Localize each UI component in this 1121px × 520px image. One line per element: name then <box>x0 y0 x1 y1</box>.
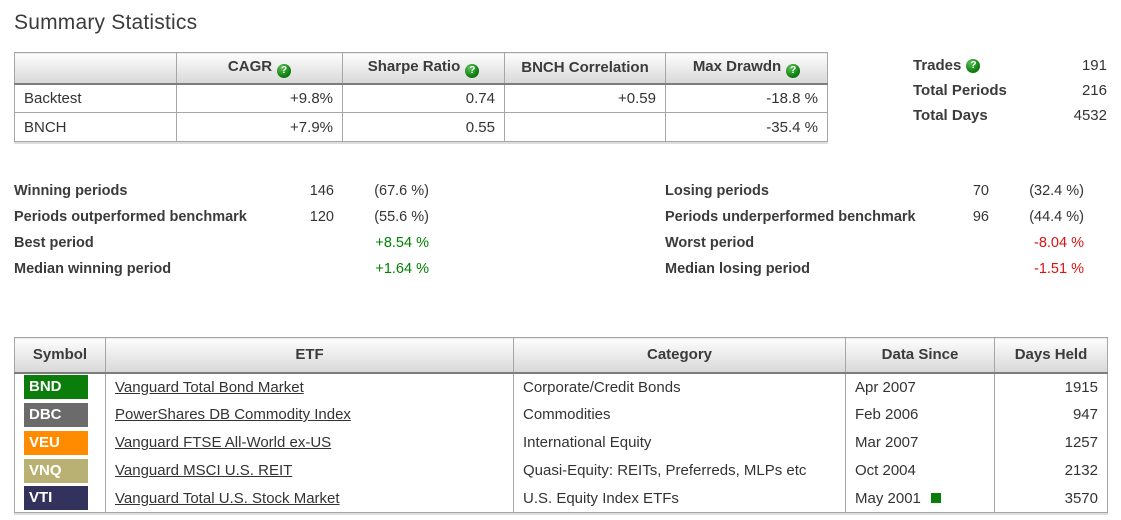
bnch-max-drawdown: -35.4 % <box>665 112 828 142</box>
etf-row-vti: VTI Vanguard Total U.S. Stock Market U.S… <box>14 484 1108 513</box>
etf-data-since: Feb 2006 <box>845 400 995 429</box>
backtest-max-drawdown: -18.8 % <box>665 83 828 113</box>
bnch-bnch-correlation <box>504 112 666 142</box>
backtest-cagr: +9.8% <box>176 83 343 113</box>
etf-link[interactable]: Vanguard Total U.S. Stock Market <box>115 489 340 507</box>
help-icon[interactable]: ? <box>277 63 292 78</box>
etf-link[interactable]: Vanguard Total Bond Market <box>115 378 304 396</box>
symbol-badge: DBC <box>24 402 88 427</box>
etf-link[interactable]: Vanguard FTSE All-World ex-US <box>115 434 332 451</box>
performance-header-cagr: CAGR? <box>176 52 343 85</box>
performance-header-sharpe: Sharpe Ratio? <box>342 52 505 85</box>
etf-header-days-held: Days Held <box>994 337 1108 374</box>
stat-row-periods-outperformed: Periods outperformed benchmark 120 (55.6… <box>14 209 429 225</box>
period-stats-right: Losing periods 70 (32.4 %) Periods under… <box>665 178 1085 282</box>
total-days-value: 4532 <box>1073 107 1107 124</box>
symbol-badge: BND <box>24 375 88 399</box>
etf-category: Commodities <box>513 400 846 429</box>
etf-category: Corporate/Credit Bonds <box>513 372 846 401</box>
etf-header-data-since: Data Since <box>845 337 995 374</box>
total-periods-value: 216 <box>1081 82 1107 99</box>
performance-header-blank <box>14 52 177 85</box>
help-icon[interactable]: ? <box>966 58 981 73</box>
etf-link[interactable]: PowerShares DB Commodity Index <box>115 406 351 423</box>
etf-category: Quasi-Equity: REITs, Preferreds, MLPs et… <box>513 456 846 485</box>
stat-row-losing-periods: Losing periods 70 (32.4 %) <box>665 183 1084 199</box>
row-label: Backtest <box>14 83 177 113</box>
stat-row-median-losing-period: Median losing period -1.51 % <box>665 261 1084 277</box>
totals-row-total-periods: Total Periods 216 <box>913 78 1107 103</box>
table-row-bnch: BNCH +7.9% 0.55 -35.4 % <box>14 112 828 142</box>
backtest-sharpe: 0.74 <box>342 83 505 113</box>
etf-days-held: 1915 <box>994 372 1108 401</box>
stat-row-worst-period: Worst period -8.04 % <box>665 235 1084 251</box>
etf-category: U.S. Equity Index ETFs <box>513 484 846 513</box>
stat-row-winning-periods: Winning periods 146 (67.6 %) <box>14 183 429 199</box>
help-icon[interactable]: ? <box>465 63 480 78</box>
help-icon[interactable]: ? <box>786 63 801 78</box>
symbol-badge: VNQ <box>24 458 88 483</box>
totals-row-trades: Trades? 191 <box>913 53 1107 78</box>
etf-row-dbc: DBC PowerShares DB Commodity Index Commo… <box>14 400 1108 429</box>
trades-label: Trades? <box>913 57 981 74</box>
stat-row-median-winning-period: Median winning period +1.64 % <box>14 261 429 277</box>
top-section: CAGR? Sharpe Ratio? BNCH Correlation Max… <box>14 52 1107 142</box>
page-title: Summary Statistics <box>14 11 198 34</box>
performance-header-max-drawdown: Max Drawdn? <box>665 52 828 85</box>
trades-value: 191 <box>1081 57 1107 74</box>
etf-data-since: Mar 2007 <box>845 428 995 457</box>
bnch-sharpe: 0.55 <box>342 112 505 142</box>
stat-row-best-period: Best period +8.54 % <box>14 235 429 251</box>
etf-row-veu: VEU Vanguard FTSE All-World ex-US Intern… <box>14 428 1108 457</box>
etf-data-since: Oct 2004 <box>845 456 995 485</box>
performance-table: CAGR? Sharpe Ratio? BNCH Correlation Max… <box>14 52 828 142</box>
etf-link[interactable]: Vanguard MSCI U.S. REIT <box>115 462 293 479</box>
etf-data-since: Apr 2007 <box>845 372 995 401</box>
performance-header-row: CAGR? Sharpe Ratio? BNCH Correlation Max… <box>14 52 828 85</box>
period-stats-section: Winning periods 146 (67.6 %) Periods out… <box>14 178 1107 282</box>
total-periods-label: Total Periods <box>913 82 1007 99</box>
etf-data-since: May 2001 <box>845 484 995 513</box>
etf-header-etf: ETF <box>105 337 514 374</box>
symbol-badge: VTI <box>24 486 88 511</box>
etf-days-held: 3570 <box>994 484 1108 513</box>
etf-days-held: 2132 <box>994 456 1108 485</box>
etf-days-held: 947 <box>994 400 1108 429</box>
etf-category: International Equity <box>513 428 846 457</box>
symbol-badge: VEU <box>24 430 88 455</box>
etf-table: Symbol ETF Category Data Since Days Held… <box>14 337 1108 513</box>
bnch-cagr: +7.9% <box>176 112 343 142</box>
etf-header-symbol: Symbol <box>14 337 106 374</box>
etf-header-category: Category <box>513 337 846 374</box>
table-row-backtest: Backtest +9.8% 0.74 +0.59 -18.8 % <box>14 83 828 113</box>
totals-row-total-days: Total Days 4532 <box>913 103 1107 128</box>
etf-row-bnd: BND Vanguard Total Bond Market Corporate… <box>14 372 1108 401</box>
data-since-marker-icon <box>930 492 941 503</box>
total-days-label: Total Days <box>913 107 988 124</box>
performance-header-bnch-correlation: BNCH Correlation <box>504 52 666 85</box>
backtest-bnch-correlation: +0.59 <box>504 83 666 113</box>
row-label: BNCH <box>14 112 177 142</box>
totals-panel: Trades? 191 Total Periods 216 Total Days… <box>913 52 1107 128</box>
etf-row-vnq: VNQ Vanguard MSCI U.S. REIT Quasi-Equity… <box>14 456 1108 485</box>
period-stats-left: Winning periods 146 (67.6 %) Periods out… <box>14 178 429 282</box>
etf-header-row: Symbol ETF Category Data Since Days Held <box>14 337 1108 374</box>
stat-row-periods-underperformed: Periods underperformed benchmark 96 (44.… <box>665 209 1084 225</box>
etf-days-held: 1257 <box>994 428 1108 457</box>
